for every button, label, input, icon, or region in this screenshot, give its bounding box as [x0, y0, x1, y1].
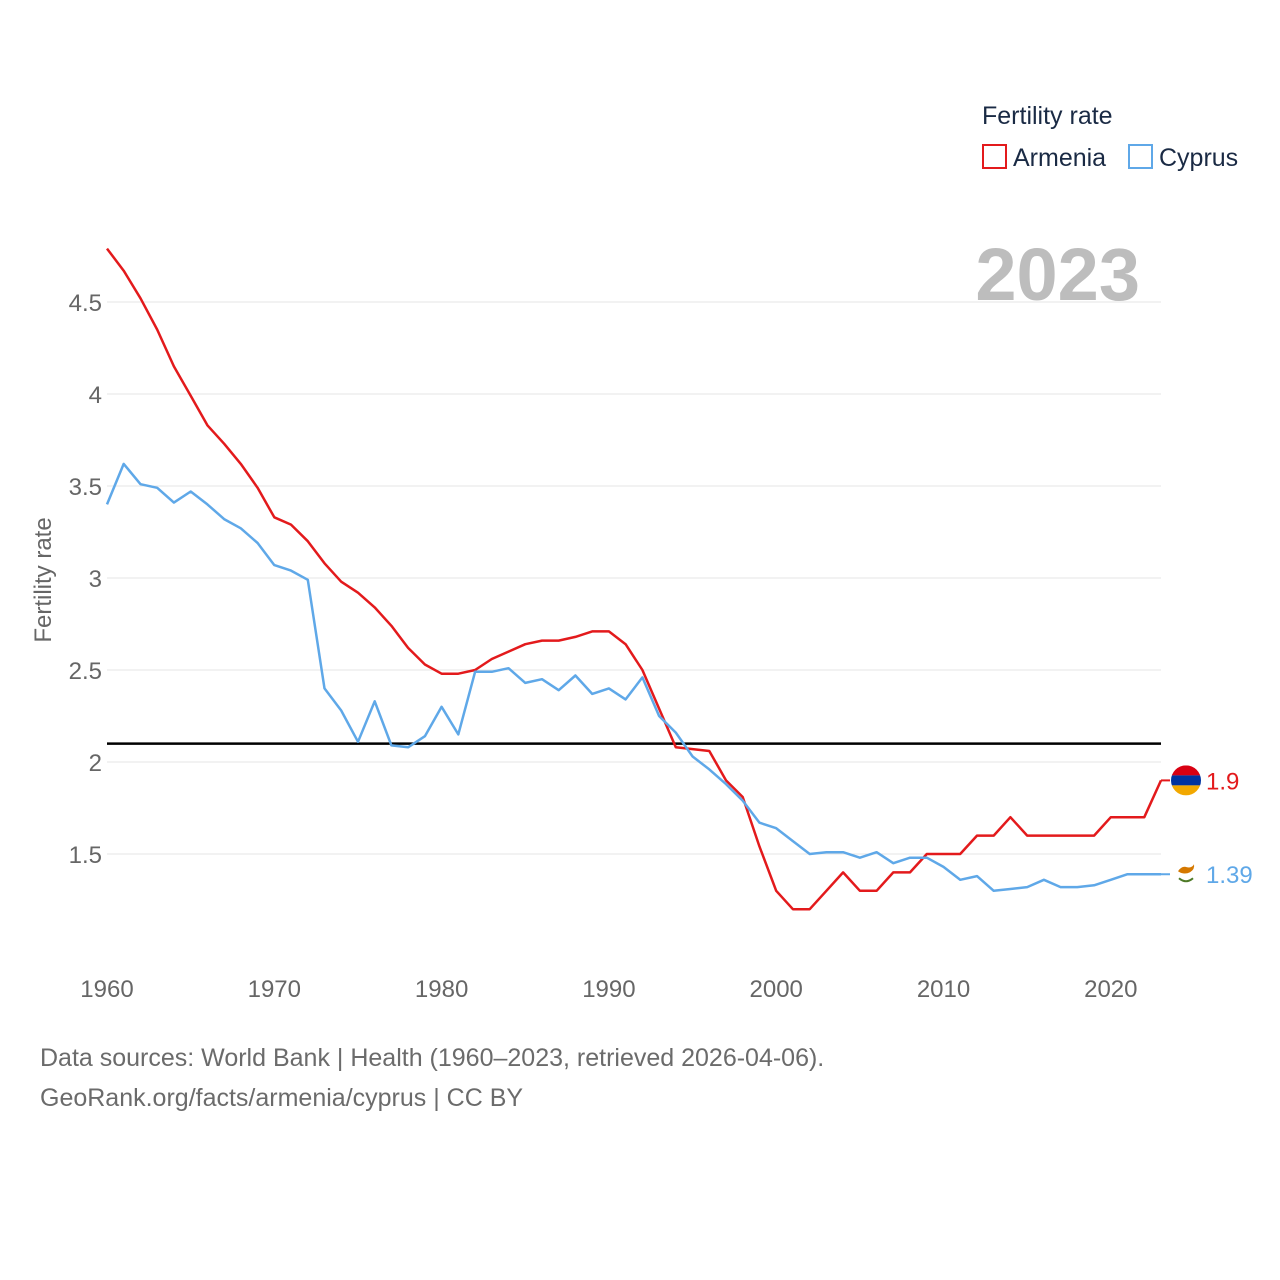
series-end-markers: 1.9 1.39: [1161, 765, 1253, 890]
end-value-label: 1.9: [1206, 768, 1239, 795]
series-lines: [105, 247, 1163, 911]
legend-swatch: [1128, 144, 1153, 169]
y-tick-label: 3.5: [69, 474, 102, 501]
footer-sources: Data sources: World Bank | Health (1960–…: [40, 1044, 825, 1072]
y-tick-label: 3: [89, 566, 102, 593]
legend-label: Cyprus: [1159, 144, 1238, 172]
y-axis-ticks: 1.5 2 2.5 3 3.5 4 4.5: [69, 290, 102, 869]
x-tick-label: 2010: [917, 976, 970, 1003]
x-tick-label: 1970: [248, 976, 301, 1003]
legend-swatch: [982, 144, 1007, 169]
y-tick-label: 2: [89, 750, 102, 777]
x-tick-label: 1960: [80, 976, 133, 1003]
series-line-armenia: [106, 247, 1163, 911]
legend-item-armenia: Armenia: [982, 144, 1106, 172]
x-tick-label: 2000: [750, 976, 803, 1003]
legend-title: Fertility rate: [982, 102, 1113, 130]
x-axis-ticks: 1960 1970 1980 1990 2000 2010 2020: [80, 976, 1137, 1003]
series-line-cyprus: [105, 462, 1161, 893]
y-tick-label: 1.5: [69, 842, 102, 869]
end-value-label: 1.39: [1206, 862, 1253, 889]
x-tick-label: 1980: [415, 976, 468, 1003]
gridlines: [107, 301, 1161, 855]
y-tick-label: 4: [89, 382, 102, 409]
y-tick-label: 2.5: [69, 658, 102, 685]
armenia-flag-icon: [1171, 765, 1201, 796]
year-label: 2023: [975, 233, 1140, 316]
legend: Fertility rate Armenia Cyprus: [982, 102, 1238, 172]
x-tick-label: 1990: [582, 976, 635, 1003]
cyprus-flag-icon: [1171, 859, 1201, 890]
x-tick-label: 2020: [1084, 976, 1137, 1003]
legend-item-cyprus: Cyprus: [1128, 144, 1238, 172]
footer-attribution: GeoRank.org/facts/armenia/cyprus | CC BY: [40, 1084, 524, 1112]
legend-label: Armenia: [1013, 144, 1106, 172]
line-chart: 1.5 2 2.5 3 3.5 4 4.5 1960 1970 1980 1990 2000 2010…: [30, 102, 1253, 1003]
y-tick-label: 4.5: [69, 290, 102, 317]
y-axis-label: Fertility rate: [30, 517, 57, 642]
